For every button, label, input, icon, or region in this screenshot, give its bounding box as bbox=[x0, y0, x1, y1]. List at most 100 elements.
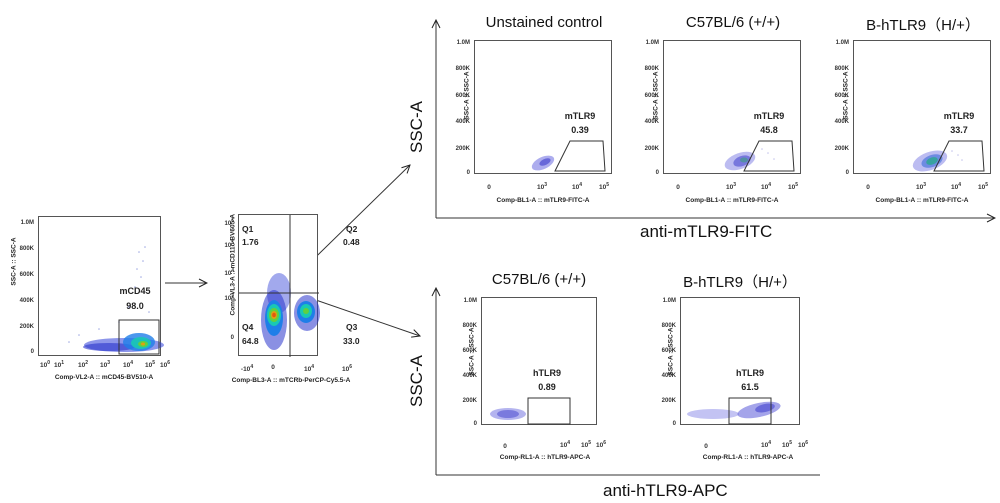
bottom-y-axis-title: SSC-A bbox=[407, 355, 426, 407]
panel-title: Unstained control bbox=[485, 14, 603, 31]
x-tick: 104 bbox=[760, 182, 771, 191]
x-tick: 103 bbox=[725, 182, 736, 191]
y-tick: 0 bbox=[466, 170, 470, 176]
y-tick: 400K bbox=[455, 119, 470, 125]
panel-title: C57BL/6 (+/+) bbox=[491, 271, 587, 288]
gate-value: 33.7 bbox=[950, 125, 968, 135]
x-tick: 100 bbox=[39, 360, 50, 369]
x-tick: 105 bbox=[144, 360, 155, 369]
density-scatter bbox=[724, 140, 795, 172]
y-tick: 800K bbox=[644, 66, 659, 72]
y-tick: 800K bbox=[19, 246, 34, 252]
quadrant-q2-value: 0.48 bbox=[343, 237, 360, 247]
gate-value: 61.5 bbox=[741, 382, 759, 392]
gate-value: 0.89 bbox=[538, 382, 556, 392]
density-scatter bbox=[239, 215, 320, 357]
panel-title: B-hTLR9（H/+） bbox=[866, 17, 980, 34]
x-tick: 104 bbox=[559, 440, 570, 449]
x-tick: 106 bbox=[341, 364, 352, 373]
y-tick: 600K bbox=[19, 272, 34, 278]
y-axis-label: SSC-A :: SSC-A bbox=[10, 237, 18, 286]
y-tick: 0 bbox=[672, 421, 676, 427]
x-axis-label: Comp-RL1-A :: hTLR9-APC-A bbox=[499, 454, 591, 461]
y-tick: 106 bbox=[224, 218, 234, 227]
top-y-axis-title: SSC-A bbox=[407, 101, 426, 153]
plot-frame bbox=[38, 216, 164, 356]
y-tick: 103 bbox=[224, 293, 234, 302]
plot-frame bbox=[853, 40, 991, 174]
x-tick: 0 bbox=[487, 184, 491, 191]
bottom-x-axis-title: anti-hTLR9-APC bbox=[603, 481, 728, 500]
y-tick: 400K bbox=[462, 373, 477, 379]
plot-frame bbox=[481, 297, 597, 425]
density-scatter bbox=[68, 246, 164, 355]
y-tick: 200K bbox=[661, 398, 676, 404]
density-scatter bbox=[531, 140, 606, 172]
y-tick: 600K bbox=[462, 348, 477, 354]
plot-frame bbox=[474, 40, 612, 174]
x-axis-label: Comp-BL1-A :: mTLR9-FITC-A bbox=[496, 197, 590, 204]
y-tick: 1.0M bbox=[463, 298, 477, 304]
panel-title: B-hTLR9（H/+） bbox=[683, 274, 797, 291]
panel-title: C57BL/6 (+/+) bbox=[685, 14, 781, 31]
x-tick: 106 bbox=[595, 440, 606, 449]
x-tick: 104 bbox=[950, 182, 961, 191]
quadrant-q4-name: Q4 bbox=[242, 322, 254, 332]
y-tick: 0 bbox=[655, 170, 659, 176]
quadrant-q1-value: 1.76 bbox=[242, 237, 259, 247]
density-scatter bbox=[490, 397, 571, 425]
x-tick: 106 bbox=[159, 360, 170, 369]
y-tick: 200K bbox=[19, 324, 34, 330]
x-tick: 104 bbox=[303, 364, 314, 373]
y-tick: 0 bbox=[845, 170, 849, 176]
x-tick: 105 bbox=[787, 182, 798, 191]
y-tick: 0 bbox=[30, 349, 34, 355]
y-tick: 800K bbox=[661, 323, 676, 329]
y-tick: 400K bbox=[644, 119, 659, 125]
y-tick: 600K bbox=[644, 93, 659, 99]
x-tick: -104 bbox=[240, 364, 254, 373]
quadrant-q3-name: Q3 bbox=[346, 322, 358, 332]
y-tick: 200K bbox=[644, 146, 659, 152]
y-tick: 0 bbox=[473, 421, 477, 427]
x-tick: 104 bbox=[122, 360, 133, 369]
y-tick: 1.0M bbox=[835, 40, 849, 46]
y-tick: 1.0M bbox=[662, 298, 676, 304]
y-tick: 0 bbox=[230, 335, 234, 341]
x-axis-label: Comp-RL1-A :: hTLR9-APC-A bbox=[702, 454, 794, 461]
y-tick: 800K bbox=[455, 66, 470, 72]
x-tick: 106 bbox=[797, 440, 808, 449]
x-tick: 105 bbox=[580, 440, 591, 449]
y-tick: 400K bbox=[19, 298, 34, 304]
x-tick: 0 bbox=[704, 443, 708, 450]
y-tick: 800K bbox=[462, 323, 477, 329]
y-tick: 1.0M bbox=[456, 40, 470, 46]
x-axis-label: Comp-BL1-A :: mTLR9-FITC-A bbox=[685, 197, 779, 204]
gate-name: hTLR9 bbox=[736, 368, 764, 378]
x-axis-label: Comp-VL2-A :: mCD45-BV510-A bbox=[54, 374, 154, 381]
quadrant-q3-value: 33.0 bbox=[343, 336, 360, 346]
top-x-axis-title: anti-mTLR9-FITC bbox=[640, 222, 773, 241]
x-tick: 103 bbox=[99, 360, 110, 369]
y-tick: 600K bbox=[455, 93, 470, 99]
gate-name: mTLR9 bbox=[943, 111, 975, 121]
x-tick: 104 bbox=[571, 182, 582, 191]
gate-value: 0.39 bbox=[571, 125, 589, 135]
y-tick: 600K bbox=[661, 348, 676, 354]
y-tick: 200K bbox=[455, 146, 470, 152]
gate-name: hTLR9 bbox=[533, 368, 561, 378]
y-tick: 800K bbox=[834, 66, 849, 72]
plot-frame bbox=[238, 214, 320, 357]
gate-name: mTLR9 bbox=[753, 111, 785, 121]
x-tick: 105 bbox=[977, 182, 988, 191]
gate-name: mTLR9 bbox=[564, 111, 596, 121]
gate-value: 98.0 bbox=[126, 301, 144, 311]
y-tick: 1.0M bbox=[20, 220, 34, 226]
x-tick: 105 bbox=[598, 182, 609, 191]
y-tick: 200K bbox=[462, 398, 477, 404]
plot-frame bbox=[663, 40, 801, 174]
x-tick: 0 bbox=[676, 184, 680, 191]
y-tick: 200K bbox=[834, 146, 849, 152]
y-tick: 600K bbox=[834, 93, 849, 99]
x-tick: 103 bbox=[915, 182, 926, 191]
